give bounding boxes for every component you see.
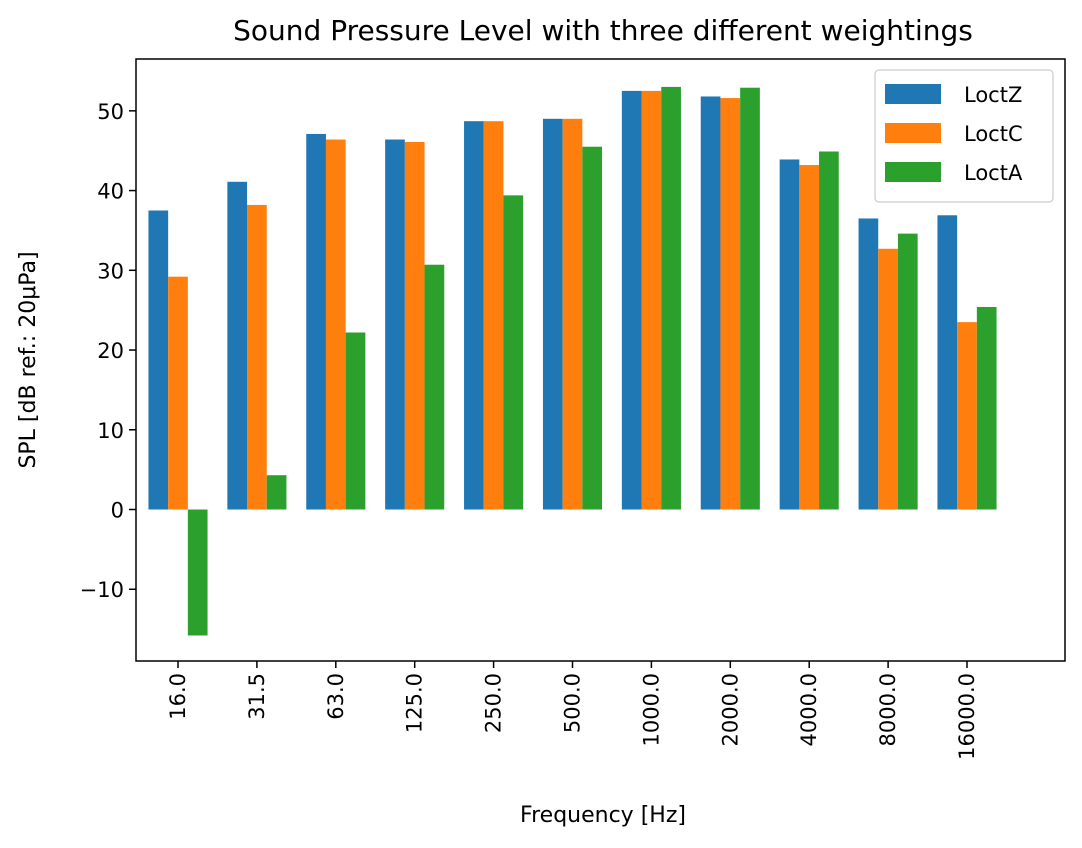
x-axis-label: Frequency [Hz] (520, 803, 686, 828)
legend-swatch-LoctA (885, 162, 941, 182)
series-LoctZ (148, 90, 958, 510)
series-LoctC (168, 90, 977, 510)
bar-LoctA-2000.0 (740, 87, 760, 510)
bar-LoctA-4000.0 (819, 151, 839, 510)
x-tick-label: 4000.0 (797, 673, 821, 746)
x-tick-label: 63.0 (324, 673, 348, 720)
legend-label-LoctZ: LoctZ (964, 83, 1022, 107)
bar-LoctZ-250.0 (464, 121, 484, 510)
bar-LoctC-4000.0 (799, 165, 820, 510)
bar-LoctC-125.0 (404, 141, 425, 510)
series-LoctA (187, 86, 997, 636)
x-tick-label: 2000.0 (718, 673, 742, 746)
bar-LoctC-1000.0 (641, 90, 662, 510)
bar-LoctZ-2000.0 (700, 96, 721, 510)
bar-LoctZ-4000.0 (779, 159, 800, 510)
bar-LoctC-250.0 (483, 121, 504, 510)
x-tick-label: 31.5 (245, 673, 269, 720)
bar-LoctC-16000.0 (957, 322, 977, 510)
bar-LoctA-500.0 (582, 146, 603, 510)
legend-label-LoctC: LoctC (964, 122, 1023, 146)
bar-LoctA-8000.0 (897, 233, 918, 510)
x-tick-label: 1000.0 (639, 673, 663, 746)
bar-LoctZ-500.0 (542, 118, 563, 510)
x-tick-label: 16000.0 (955, 673, 979, 760)
bar-LoctC-2000.0 (720, 98, 741, 510)
legend-label-LoctA: LoctA (964, 161, 1023, 185)
legend: LoctZ LoctC LoctA (874, 69, 1054, 203)
bar-LoctA-16000.0 (976, 306, 997, 510)
y-tick-label: 50 (97, 100, 124, 124)
legend-swatch-LoctC (885, 123, 941, 143)
y-tick-label: 10 (97, 419, 124, 443)
y-tick-label: 0 (111, 499, 124, 523)
bar-LoctA-125.0 (424, 264, 445, 510)
bar-LoctA-250.0 (503, 195, 524, 510)
legend-swatch-LoctZ (885, 84, 941, 104)
bar-LoctZ-16000.0 (937, 215, 958, 510)
bar-LoctC-63.0 (325, 139, 346, 510)
plot-area: −10 0 10 20 30 40 50 16.0 31.5 63.0 125.0 250.0 500.… (80, 58, 1066, 760)
bar-LoctZ-31.5 (227, 181, 248, 510)
x-tick-label: 16.0 (166, 673, 190, 720)
bar-LoctA-1000.0 (661, 86, 681, 510)
axes-frame (135, 58, 1066, 662)
bar-LoctA-31.5 (266, 475, 287, 510)
bar-LoctA-16.0 (187, 509, 208, 636)
x-tick-label: 8000.0 (876, 673, 900, 746)
chart-title: Sound Pressure Level with three differen… (233, 14, 973, 47)
bar-LoctC-8000.0 (878, 248, 898, 510)
x-tick-label: 125.0 (403, 673, 427, 733)
y-axis-label: SPL [dB ref.: 20μPa] (16, 251, 41, 468)
x-tick-label: 250.0 (482, 673, 506, 733)
y-tick-label: 40 (97, 180, 124, 204)
y-tick-label: 20 (97, 339, 124, 363)
bar-LoctC-500.0 (562, 118, 583, 510)
bar-LoctZ-8000.0 (858, 218, 879, 510)
bar-LoctA-63.0 (345, 332, 366, 510)
x-tick-label: 500.0 (561, 673, 585, 733)
y-tick-label: −10 (80, 578, 124, 602)
bar-LoctZ-63.0 (306, 133, 326, 510)
bar-LoctZ-1000.0 (621, 90, 642, 510)
bar-LoctZ-125.0 (385, 139, 405, 510)
bar-LoctC-31.5 (247, 204, 267, 510)
y-tick-label: 30 (97, 259, 124, 283)
bar-LoctZ-16.0 (148, 210, 169, 510)
bar-LoctC-16.0 (168, 276, 188, 510)
